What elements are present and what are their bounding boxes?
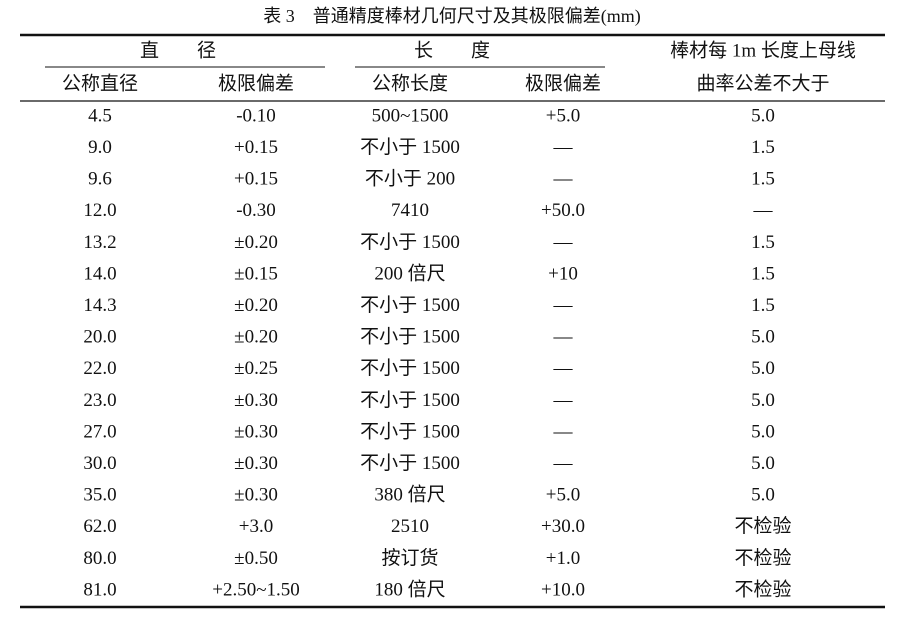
table-cell: +5.0 <box>546 105 580 126</box>
table-cell: ±0.30 <box>234 390 278 411</box>
table-cell: +10.0 <box>541 579 585 600</box>
table-cell: 180 倍尺 <box>374 578 445 600</box>
table-cell: 1.5 <box>751 295 775 316</box>
table-cell: +1.0 <box>546 548 580 569</box>
table-cell: 81.0 <box>83 579 116 600</box>
table-cell: +0.15 <box>234 137 278 158</box>
table-cell: 380 倍尺 <box>374 484 445 506</box>
table-cell: 9.0 <box>88 137 112 158</box>
table-cell: — <box>553 232 574 253</box>
table-cell: 13.2 <box>83 232 116 253</box>
table-cell: 不小于 1500 <box>360 420 460 442</box>
table-cell: ±0.25 <box>234 358 278 379</box>
group-header: 直 径 <box>140 39 216 61</box>
table-cell: 1.5 <box>751 137 775 158</box>
table-cell: — <box>753 200 774 221</box>
table-cell: ±0.20 <box>234 327 278 348</box>
table-cell: 1.5 <box>751 169 775 190</box>
table-cell: +0.15 <box>234 169 278 190</box>
table-cell: +30.0 <box>541 516 585 537</box>
table-cell: 30.0 <box>83 453 116 474</box>
table-cell: ±0.30 <box>234 453 278 474</box>
table-cell: — <box>553 358 574 379</box>
table-cell: +5.0 <box>546 485 580 506</box>
table-cell: — <box>553 295 574 316</box>
table-cell: — <box>553 421 574 442</box>
table-cell: 不小于 1500 <box>360 294 460 316</box>
table-cell: 5.0 <box>751 105 775 126</box>
table-cell: 不检验 <box>734 547 791 569</box>
table-cell: 80.0 <box>83 548 116 569</box>
table-cell: — <box>553 453 574 474</box>
column-header: 曲率公差不大于 <box>696 72 829 94</box>
column-header: 极限偏差 <box>218 72 294 94</box>
table-cell: 1.5 <box>751 232 775 253</box>
table-cell: 5.0 <box>751 485 775 506</box>
table-cell: 22.0 <box>83 358 116 379</box>
table-cell: 不检验 <box>734 515 791 537</box>
table-cell: +50.0 <box>541 200 585 221</box>
table-cell: ±0.30 <box>234 421 278 442</box>
table-cell: 12.0 <box>83 200 116 221</box>
table-cell: -0.30 <box>236 200 276 221</box>
table-cell: 20.0 <box>83 327 116 348</box>
table-cell: 5.0 <box>751 327 775 348</box>
table-cell: 35.0 <box>83 485 116 506</box>
table-cell: ±0.15 <box>234 263 278 284</box>
table-cell: ±0.50 <box>234 548 278 569</box>
table-cell: 7410 <box>391 200 429 221</box>
table-cell: 不小于 1500 <box>360 357 460 379</box>
table-cell: 5.0 <box>751 453 775 474</box>
column-header: 极限偏差 <box>525 72 601 94</box>
table-cell: 14.0 <box>83 263 116 284</box>
table-cell: 5.0 <box>751 358 775 379</box>
table-cell: 23.0 <box>83 390 116 411</box>
column-header: 公称长度 <box>372 72 448 94</box>
table-cell: — <box>553 390 574 411</box>
table-cell: ±0.20 <box>234 232 278 253</box>
table-cell: 不检验 <box>734 578 791 600</box>
table-cell: 不小于 200 <box>365 168 455 190</box>
table-cell: — <box>553 137 574 158</box>
table-cell: — <box>553 327 574 348</box>
table-cell: 不小于 1500 <box>360 231 460 253</box>
table-cell: 不小于 1500 <box>360 452 460 474</box>
table-cell: 不小于 1500 <box>360 389 460 411</box>
table-cell: ±0.20 <box>234 295 278 316</box>
table-cell: 9.6 <box>88 169 112 190</box>
table-cell: 5.0 <box>751 421 775 442</box>
table-cell: — <box>553 169 574 190</box>
table-cell: 200 倍尺 <box>374 262 445 284</box>
table-cell: 27.0 <box>83 421 116 442</box>
table-cell: +3.0 <box>239 516 273 537</box>
table-cell: 2510 <box>391 516 429 537</box>
group-header: 长 度 <box>414 39 490 61</box>
table-cell: 不小于 1500 <box>360 326 460 348</box>
table-cell: 按订货 <box>381 547 438 569</box>
table-cell: 4.5 <box>88 105 112 126</box>
table-cell: ±0.30 <box>234 485 278 506</box>
table-title: 表 3 普通精度棒材几何尺寸及其极限偏差(mm) <box>263 6 641 27</box>
group-header: 棒材每 1m 长度上母线 <box>670 39 856 61</box>
table-cell: +2.50~1.50 <box>212 579 300 600</box>
table-cell: 14.3 <box>83 295 116 316</box>
table-cell: 500~1500 <box>372 105 449 126</box>
table-cell: -0.10 <box>236 105 276 126</box>
table-cell: 不小于 1500 <box>360 136 460 158</box>
table-cell: 5.0 <box>751 390 775 411</box>
column-header: 公称直径 <box>62 72 138 94</box>
table-cell: 62.0 <box>83 516 116 537</box>
table-cell: 1.5 <box>751 263 775 284</box>
table-cell: +10 <box>548 263 578 284</box>
